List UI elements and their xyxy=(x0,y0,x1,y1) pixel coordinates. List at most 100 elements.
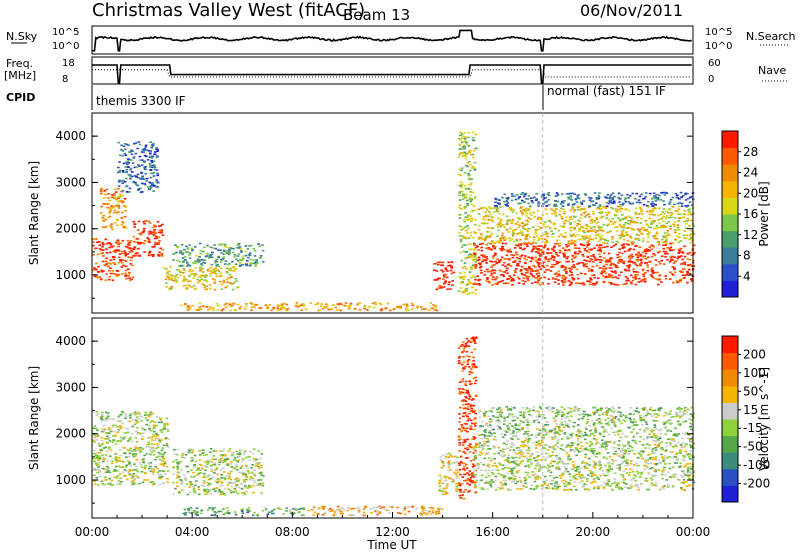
heat-cell xyxy=(482,216,485,218)
heat-cell xyxy=(225,252,229,255)
heat-cell xyxy=(149,164,152,166)
heat-cell xyxy=(487,219,491,221)
heat-cell xyxy=(622,261,625,264)
heat-cell xyxy=(165,444,169,447)
heat-cell xyxy=(503,258,507,260)
heat-cell xyxy=(611,446,615,449)
heat-cell xyxy=(110,223,113,225)
heat-cell xyxy=(341,512,344,515)
heat-cell xyxy=(536,269,539,271)
heat-cell xyxy=(154,421,158,423)
heat-cell xyxy=(92,453,96,455)
heat-cell xyxy=(680,255,683,257)
heat-cell xyxy=(137,189,140,191)
heat-cell xyxy=(583,231,586,234)
heat-cell xyxy=(608,465,611,468)
heat-cell xyxy=(212,450,216,452)
colorbar-tick-label: 24 xyxy=(743,166,758,180)
heat-cell xyxy=(669,242,672,245)
heat-cell xyxy=(605,217,608,219)
heat-cell xyxy=(228,448,232,450)
heat-cell xyxy=(535,464,538,467)
heat-cell xyxy=(473,258,477,261)
heat-cell xyxy=(228,252,231,254)
heat-cell xyxy=(658,275,661,277)
heat-cell xyxy=(184,303,187,305)
heat-cell xyxy=(458,194,461,197)
heat-cell xyxy=(180,481,184,483)
heat-cell xyxy=(221,461,225,463)
heat-cell xyxy=(224,454,227,456)
heat-cell xyxy=(186,309,190,311)
heat-cell xyxy=(101,226,105,228)
heat-cell xyxy=(138,413,141,415)
heat-cell xyxy=(441,454,445,456)
heat-cell xyxy=(100,439,104,442)
heat-cell xyxy=(474,223,477,226)
heat-cell xyxy=(468,151,471,154)
heat-cell xyxy=(138,165,141,167)
heat-cell xyxy=(139,187,142,190)
heat-cell xyxy=(100,480,104,483)
heat-cell xyxy=(130,278,133,281)
heat-cell xyxy=(461,388,465,390)
beam-label: Beam 13 xyxy=(343,6,410,24)
heat-cell xyxy=(689,233,693,235)
heat-cell xyxy=(108,418,112,420)
heat-cell xyxy=(546,247,550,250)
heat-cell xyxy=(569,226,573,229)
heat-cell xyxy=(124,154,128,156)
heat-cell xyxy=(109,259,113,261)
heat-cell xyxy=(634,213,637,216)
heat-cell xyxy=(207,474,211,476)
heat-cell xyxy=(470,446,474,449)
heat-cell xyxy=(685,273,689,276)
heat-cell xyxy=(629,248,632,250)
heat-cell xyxy=(619,236,622,239)
heat-cell xyxy=(660,192,663,194)
heat-cell xyxy=(572,278,575,281)
heat-cell xyxy=(102,243,105,246)
heat-cell xyxy=(567,192,571,195)
heat-cell xyxy=(544,201,547,204)
heat-cell xyxy=(107,428,111,431)
heat-cell xyxy=(469,480,473,483)
heat-cell xyxy=(118,483,122,485)
heat-cell xyxy=(639,208,643,210)
heat-cell xyxy=(115,477,119,479)
heat-cell xyxy=(272,307,276,310)
heat-cell xyxy=(668,249,672,252)
heat-cell xyxy=(489,207,492,210)
heat-cell xyxy=(678,280,681,283)
heat-cell xyxy=(443,282,446,285)
heat-cell xyxy=(224,263,227,265)
heat-cell xyxy=(537,263,541,265)
heat-cell xyxy=(467,490,470,493)
heat-cell xyxy=(473,340,476,343)
heat-cell xyxy=(191,449,195,452)
heat-cell xyxy=(621,283,625,286)
heat-cell xyxy=(656,198,659,201)
heat-cell xyxy=(407,506,410,508)
heat-cell xyxy=(323,512,327,514)
heat-cell xyxy=(613,202,616,204)
heat-cell xyxy=(538,252,541,255)
heat-cell xyxy=(601,267,604,270)
heat-cell xyxy=(467,280,471,283)
heat-cell xyxy=(143,160,146,163)
heat-cell xyxy=(229,481,233,484)
heat-cell xyxy=(547,199,551,201)
heat-cell xyxy=(244,464,248,467)
heat-cell xyxy=(220,275,223,278)
heat-cell xyxy=(148,252,151,255)
heat-cell xyxy=(470,428,473,430)
heat-cell xyxy=(590,222,593,224)
heat-cell xyxy=(140,176,144,179)
heat-cell xyxy=(114,465,118,468)
heat-cell xyxy=(527,208,531,210)
heat-cell xyxy=(470,182,473,185)
heat-cell xyxy=(480,272,483,274)
heat-cell xyxy=(622,235,625,238)
heat-cell xyxy=(157,438,161,440)
cpid-label: CPID xyxy=(6,91,35,104)
